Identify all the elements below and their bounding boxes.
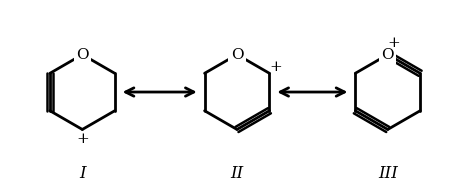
Text: II: II xyxy=(230,165,244,182)
Text: +: + xyxy=(76,132,89,146)
Text: O: O xyxy=(231,47,243,62)
Text: III: III xyxy=(378,165,398,182)
Text: I: I xyxy=(79,165,86,182)
Text: O: O xyxy=(382,47,394,62)
Text: O: O xyxy=(76,47,89,62)
Text: +: + xyxy=(269,60,282,74)
Text: +: + xyxy=(387,36,400,50)
